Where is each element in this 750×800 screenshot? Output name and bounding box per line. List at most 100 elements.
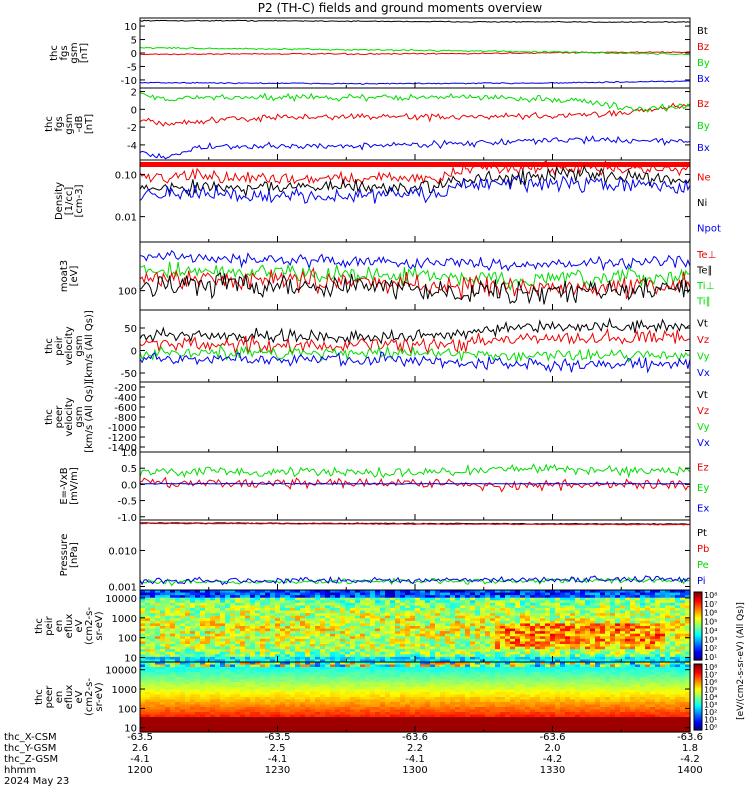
heatmap-cell [410, 727, 416, 731]
heatmap-cell [335, 692, 341, 696]
heatmap-cell [410, 702, 416, 706]
heatmap-cell [380, 702, 386, 706]
heatmap-cell [360, 608, 366, 612]
heatmap-cell [400, 608, 406, 612]
heatmap-cell [170, 727, 176, 731]
figure-title: P2 (TH-C) fields and ground moments over… [258, 1, 543, 15]
heatmap-cell [195, 712, 201, 716]
heatmap-cell [165, 704, 171, 708]
heatmap-cell [340, 631, 346, 635]
heatmap-cell [160, 702, 166, 706]
heatmap-cell [590, 641, 596, 645]
heatmap-cell [175, 595, 181, 599]
heatmap-cell [405, 628, 411, 632]
heatmap-cell [345, 672, 351, 676]
heatmap-cell [305, 633, 311, 637]
heatmap-cell [145, 702, 151, 706]
heatmap-cell [470, 610, 476, 614]
heatmap-cell [310, 714, 316, 718]
heatmap-cell [190, 613, 196, 617]
heatmap-cell [490, 608, 496, 612]
heatmap-cell [345, 682, 351, 686]
heatmap-cell [280, 600, 286, 604]
heatmap-cell [275, 631, 281, 635]
heatmap-cell [550, 638, 556, 643]
heatmap-cell [510, 644, 516, 648]
heatmap-cell [460, 631, 466, 635]
heatmap-cell [245, 667, 251, 671]
heatmap-cell [565, 605, 571, 609]
y-tick-label: -1.0 [117, 513, 137, 524]
heatmap-cell [230, 602, 236, 607]
heatmap-cell [340, 724, 346, 728]
heatmap-cell [570, 623, 576, 627]
heatmap-cell [250, 697, 256, 701]
heatmap-cell [140, 689, 146, 693]
heatmap-cell [630, 646, 636, 650]
heatmap-cell [330, 727, 336, 731]
heatmap-cell [385, 712, 391, 716]
heatmap-cell [680, 636, 686, 640]
legend-Vt: Vt [697, 390, 708, 401]
heatmap-cell [165, 592, 171, 596]
heatmap-cell [370, 636, 376, 640]
heatmap-cell [180, 597, 186, 601]
heatmap-cell [600, 641, 606, 645]
heatmap-cell [520, 613, 526, 617]
heatmap-cell [345, 620, 351, 625]
heatmap-cell [140, 684, 146, 688]
heatmap-cell [295, 674, 301, 678]
heatmap-cell [375, 712, 381, 716]
heatmap-cell [290, 702, 296, 706]
heatmap-cell [650, 659, 656, 663]
heatmap-cell [295, 687, 301, 691]
heatmap-cell [140, 631, 146, 635]
heatmap-cell [315, 694, 321, 698]
heatmap-cell [250, 600, 256, 604]
heatmap-cell [195, 719, 201, 723]
heatmap-cell [405, 631, 411, 635]
heatmap-cell [430, 638, 436, 643]
heatmap-cell [290, 595, 296, 599]
heatmap-cell [375, 651, 381, 655]
heatmap-cell [225, 679, 231, 683]
heatmap-cell [415, 626, 421, 630]
heatmap-cell [370, 654, 376, 658]
heatmap-cell [145, 699, 151, 703]
heatmap-cell [520, 638, 526, 643]
heatmap-cell [625, 590, 631, 594]
heatmap-cell [655, 608, 661, 612]
heatmap-cell [285, 662, 291, 666]
heatmap-cell [370, 644, 376, 648]
heatmap-cell [550, 613, 556, 617]
panel-4-ylabel: [eV] [69, 266, 80, 287]
heatmap-cell [570, 595, 576, 599]
heatmap-cell [600, 600, 606, 604]
heatmap-cell [670, 651, 676, 655]
heatmap-cell [680, 615, 686, 619]
heatmap-cell [340, 626, 346, 630]
heatmap-cell [330, 707, 336, 711]
heatmap-cell [520, 641, 526, 645]
heatmap-cell [330, 667, 336, 671]
heatmap-cell [500, 636, 506, 640]
heatmap-cell [335, 727, 341, 731]
heatmap-cell [230, 656, 236, 661]
heatmap-cell [325, 600, 331, 604]
heatmap-cell [175, 692, 181, 696]
heatmap-cell [675, 595, 681, 599]
heatmap-cell [185, 636, 191, 640]
heatmap-cell [290, 608, 296, 612]
heatmap-cell [405, 687, 411, 691]
heatmap-cell [340, 679, 346, 683]
heatmap-cell [525, 649, 531, 653]
heatmap-cell [275, 684, 281, 688]
heatmap-cell [350, 729, 356, 733]
heatmap-cell [230, 636, 236, 640]
heatmap-cell [395, 595, 401, 599]
heatmap-cell [275, 628, 281, 632]
heatmap-cell [540, 654, 546, 658]
heatmap-cell [410, 707, 416, 711]
heatmap-cell [150, 600, 156, 604]
heatmap-cell [375, 600, 381, 604]
